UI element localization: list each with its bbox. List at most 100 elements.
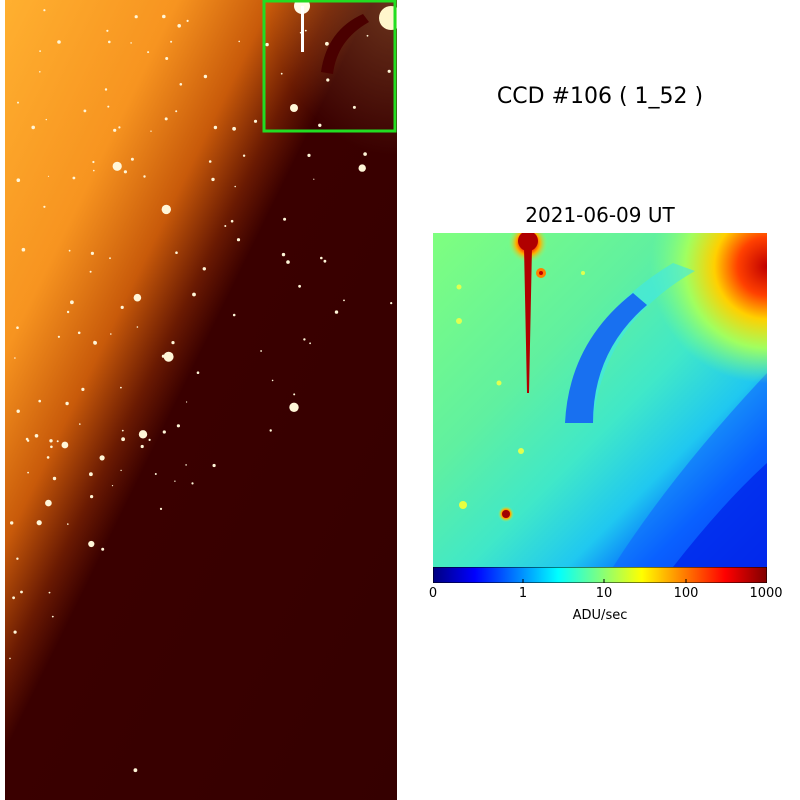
star (46, 456, 50, 459)
star (120, 469, 122, 472)
star (174, 480, 176, 482)
star (121, 429, 124, 432)
star (121, 437, 125, 442)
zoom-region-highlight (262, 0, 397, 133)
star (104, 88, 108, 91)
star (68, 249, 71, 252)
star (280, 72, 283, 75)
star (175, 110, 178, 113)
star (47, 175, 50, 177)
star (293, 393, 296, 396)
star (143, 175, 146, 178)
star (165, 57, 169, 60)
star (185, 464, 187, 466)
star (26, 439, 30, 442)
star (162, 430, 166, 434)
colorbar-tick-0: 0 (428, 586, 438, 601)
star (307, 153, 311, 157)
star (93, 169, 95, 172)
star (134, 15, 138, 19)
star (51, 615, 54, 618)
star (179, 83, 183, 86)
star (358, 164, 366, 172)
star (21, 247, 26, 252)
star (164, 117, 168, 121)
star (133, 293, 142, 302)
star (236, 238, 241, 242)
ghost-arc (321, 14, 369, 74)
star (65, 401, 69, 406)
star (70, 300, 74, 305)
star (90, 495, 94, 499)
star (363, 152, 367, 156)
colorbar-tick-1: 1 (518, 586, 528, 601)
star (320, 256, 323, 260)
star (140, 444, 144, 449)
star (120, 386, 122, 389)
star (110, 333, 112, 335)
star (107, 105, 110, 108)
star (148, 438, 151, 441)
star (175, 251, 178, 254)
star (170, 40, 173, 43)
colorbar-tick-4: 1000 (749, 586, 783, 601)
star (208, 160, 212, 163)
star (72, 176, 76, 180)
star (48, 591, 51, 594)
star (390, 302, 393, 305)
ccd-full-frame-image (5, 0, 397, 800)
star (77, 331, 81, 335)
star (83, 109, 87, 113)
star (111, 485, 114, 487)
star (234, 185, 236, 188)
star (57, 335, 61, 338)
star (289, 402, 299, 412)
star (66, 310, 70, 314)
star (265, 42, 269, 47)
star (49, 439, 53, 443)
star (45, 499, 52, 507)
star (161, 204, 171, 215)
star (286, 260, 290, 264)
star (31, 125, 35, 130)
star (45, 118, 47, 121)
star (79, 423, 81, 425)
star (323, 259, 327, 263)
star (20, 590, 23, 594)
star (260, 350, 262, 352)
star (147, 51, 150, 54)
star (99, 455, 105, 461)
star (224, 225, 227, 227)
star (43, 205, 46, 208)
star (9, 657, 11, 660)
star (271, 379, 274, 382)
star (61, 441, 69, 449)
star (89, 472, 93, 477)
star (113, 128, 117, 132)
star (162, 14, 166, 19)
star (154, 473, 157, 475)
bright-star-corner (379, 6, 397, 30)
star (89, 270, 92, 273)
star (253, 119, 258, 123)
star (27, 471, 29, 474)
star (39, 71, 41, 73)
star (57, 40, 61, 44)
star (242, 154, 246, 157)
star (17, 101, 19, 104)
star (39, 50, 41, 52)
star (238, 40, 240, 43)
star (387, 69, 391, 73)
star (318, 123, 322, 128)
star (203, 74, 208, 79)
star (230, 219, 234, 223)
star (130, 157, 134, 161)
star (108, 40, 111, 44)
star (366, 34, 369, 37)
star (136, 326, 139, 328)
star (281, 252, 286, 257)
star (313, 178, 315, 180)
star (334, 310, 339, 314)
star (303, 338, 306, 341)
star (163, 351, 174, 362)
